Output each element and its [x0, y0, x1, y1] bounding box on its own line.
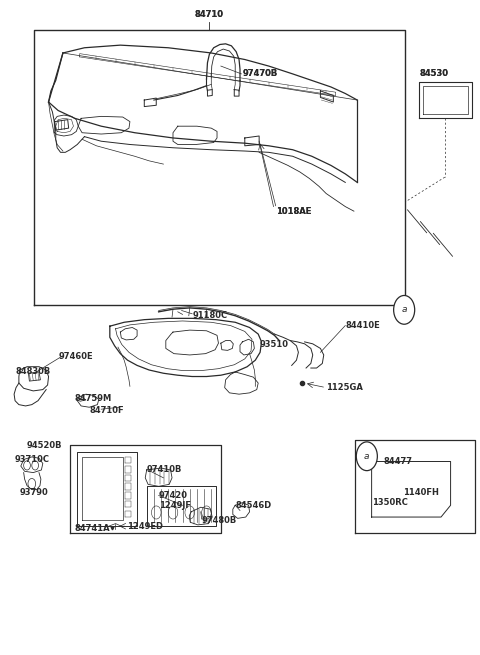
Circle shape	[394, 295, 415, 324]
Text: 93710C: 93710C	[15, 455, 50, 464]
Text: 93790: 93790	[20, 488, 48, 496]
Text: 1140FH: 1140FH	[403, 488, 439, 496]
Text: 97470B: 97470B	[242, 69, 277, 79]
Text: 84741A: 84741A	[75, 524, 110, 533]
Text: 93510: 93510	[259, 340, 288, 349]
Text: 1125GA: 1125GA	[326, 383, 363, 392]
Text: 1249ED: 1249ED	[128, 521, 164, 531]
Circle shape	[356, 442, 377, 471]
Text: 84710: 84710	[194, 10, 223, 19]
Text: 84530: 84530	[420, 69, 448, 78]
Text: a: a	[401, 305, 407, 314]
Text: 94520B: 94520B	[27, 441, 62, 449]
Text: 97410B: 97410B	[147, 465, 182, 474]
Text: 1018AE: 1018AE	[276, 208, 311, 216]
Text: 84530: 84530	[420, 69, 448, 78]
Text: 84477: 84477	[384, 457, 413, 466]
Text: 97460E: 97460E	[58, 352, 93, 361]
Text: 84710F: 84710F	[89, 406, 124, 415]
Text: a: a	[364, 452, 370, 460]
Text: 91180C: 91180C	[192, 310, 227, 320]
Text: 84410E: 84410E	[345, 321, 380, 330]
Text: 84830B: 84830B	[15, 367, 50, 376]
Text: 84710: 84710	[194, 10, 223, 19]
Text: 1350RC: 1350RC	[372, 498, 408, 507]
Text: 97470B: 97470B	[242, 69, 277, 79]
Text: 84759M: 84759M	[75, 394, 112, 403]
Text: 1249JF: 1249JF	[158, 501, 191, 510]
Text: 84546D: 84546D	[235, 501, 272, 510]
Text: 1018AE: 1018AE	[276, 208, 311, 216]
Text: 97480B: 97480B	[202, 516, 237, 525]
Text: 97420: 97420	[158, 491, 188, 500]
